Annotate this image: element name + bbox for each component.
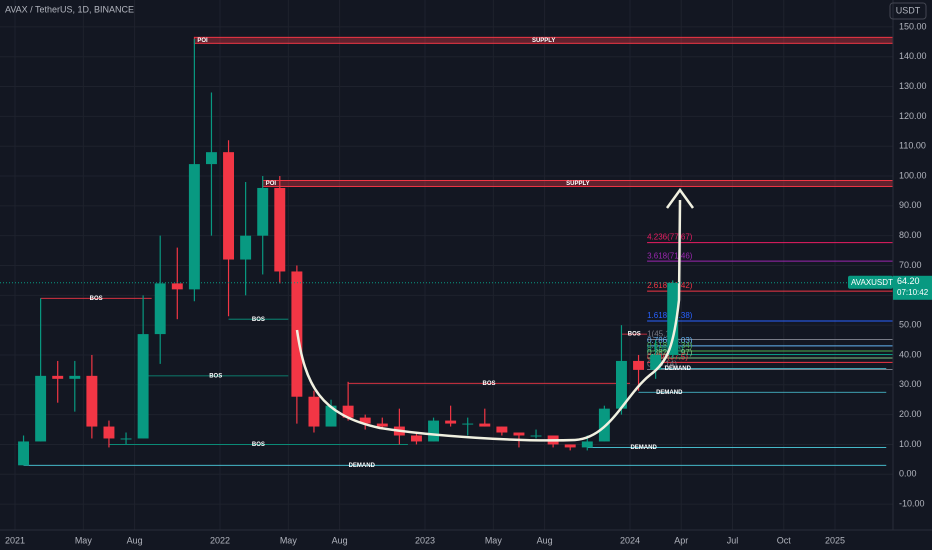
- zone-tag: POI: [197, 38, 208, 44]
- zone-tag: POI: [266, 181, 277, 187]
- candle-body: [496, 426, 508, 433]
- y-tick-label: 50.00: [899, 320, 922, 330]
- candle-body: [223, 152, 235, 260]
- candle-body: [667, 282, 679, 355]
- y-tick-label: 110.00: [899, 141, 926, 151]
- y-tick-label: 140.00: [899, 51, 927, 61]
- candle-body: [240, 235, 252, 260]
- x-tick-label: Jul: [727, 535, 739, 545]
- x-tick-label: May: [485, 535, 503, 545]
- structure-label: BOS: [90, 296, 103, 302]
- x-tick-label: 2021: [5, 535, 25, 545]
- y-tick-label: 150.00: [899, 21, 927, 31]
- y-tick-label: 90.00: [899, 200, 922, 210]
- candle-body: [615, 360, 627, 409]
- projection-arrow: [665, 187, 695, 209]
- y-tick-label: 70.00: [899, 260, 922, 270]
- y-tick-label: 120.00: [899, 111, 927, 121]
- x-tick-label: Oct: [777, 535, 792, 545]
- candle-body: [35, 375, 47, 442]
- structure-label: DEMAND: [349, 463, 376, 469]
- countdown: 07:10:42: [897, 288, 929, 297]
- candle-body: [120, 438, 132, 440]
- candle-body: [18, 441, 30, 466]
- x-tick-label: Apr: [674, 535, 688, 545]
- structure-label: DEMAND: [665, 366, 692, 372]
- y-tick-label: 40.00: [899, 349, 922, 359]
- zone-label: SUPPLY: [532, 38, 555, 44]
- structure-label: BOS: [483, 381, 496, 387]
- candle-body: [52, 375, 64, 379]
- candle-body: [308, 396, 320, 427]
- candle-body: [69, 375, 81, 379]
- projection-curve: [295, 199, 682, 442]
- candle-body: [581, 441, 593, 448]
- y-tick-label: 0.00: [899, 469, 917, 479]
- x-tick-label: 2024: [620, 535, 640, 545]
- candle-body: [205, 152, 217, 165]
- x-tick-label: May: [75, 535, 93, 545]
- candle-body: [428, 420, 440, 442]
- structure-label: BOS: [628, 332, 641, 338]
- symbol-title: AVAX / TetherUS, 1D, BINANCE: [5, 4, 134, 14]
- candle-body: [410, 435, 422, 442]
- candle-body: [598, 408, 610, 442]
- candle-body: [103, 426, 115, 439]
- candle-body: [564, 444, 576, 448]
- x-tick-label: 2022: [210, 535, 230, 545]
- price-tag: [893, 275, 932, 300]
- structure-label: DEMAND: [630, 445, 657, 451]
- fib-label: 4.236(77.67): [647, 233, 693, 242]
- x-tick-label: Aug: [537, 535, 553, 545]
- symbol-tag: [848, 275, 893, 289]
- x-tick-label: May: [280, 535, 298, 545]
- structure-label: BOS: [252, 442, 265, 448]
- candle-body: [274, 187, 286, 272]
- y-tick-label: 100.00: [899, 170, 927, 180]
- structure-label: BOS: [252, 317, 265, 323]
- y-tick-label: 20.00: [899, 409, 922, 419]
- candle-body: [171, 283, 183, 290]
- candle-body: [530, 435, 542, 437]
- structure-label: DEMAND: [656, 390, 683, 396]
- x-tick-label: Aug: [332, 535, 348, 545]
- y-tick-label: 30.00: [899, 379, 922, 389]
- candle-body: [376, 423, 388, 427]
- fib-label: 0.236(37.5): [647, 353, 688, 362]
- y-tick-label: 130.00: [899, 81, 927, 91]
- candle-body: [257, 187, 269, 236]
- x-tick-label: 2025: [825, 535, 845, 545]
- candle-body: [650, 354, 662, 370]
- x-tick-label: 2023: [415, 535, 435, 545]
- candle-body: [154, 283, 166, 335]
- candle-body: [342, 405, 354, 418]
- candle-body: [137, 334, 149, 439]
- fib-label: 1(45.18): [647, 330, 677, 339]
- currency[interactable]: USDT: [896, 5, 921, 15]
- candle-body: [462, 423, 474, 425]
- fib-label: 0.5(40.16): [647, 345, 684, 354]
- currency-button[interactable]: [889, 2, 927, 20]
- candle-body: [86, 375, 98, 427]
- candle-body: [188, 164, 200, 290]
- symbol-tag-label: AVAXUSDT: [851, 278, 893, 287]
- price-tag-label: 64.20: [897, 276, 920, 286]
- grid: [0, 0, 893, 530]
- candle-body: [445, 420, 457, 424]
- candle-body: [513, 432, 525, 436]
- zone-label: SUPPLY: [566, 181, 589, 187]
- x-tick-label: Aug: [127, 535, 143, 545]
- structure-label: BOS: [209, 373, 222, 379]
- y-tick-label: 80.00: [899, 230, 922, 240]
- candle-body: [359, 417, 371, 424]
- candle-body: [479, 423, 491, 427]
- y-tick-label: 10.00: [899, 439, 922, 449]
- y-tick-label: -10.00: [899, 498, 925, 508]
- fib-label: 3.618(71.46): [647, 251, 693, 260]
- candle-body: [325, 405, 337, 427]
- candle-body: [633, 360, 645, 370]
